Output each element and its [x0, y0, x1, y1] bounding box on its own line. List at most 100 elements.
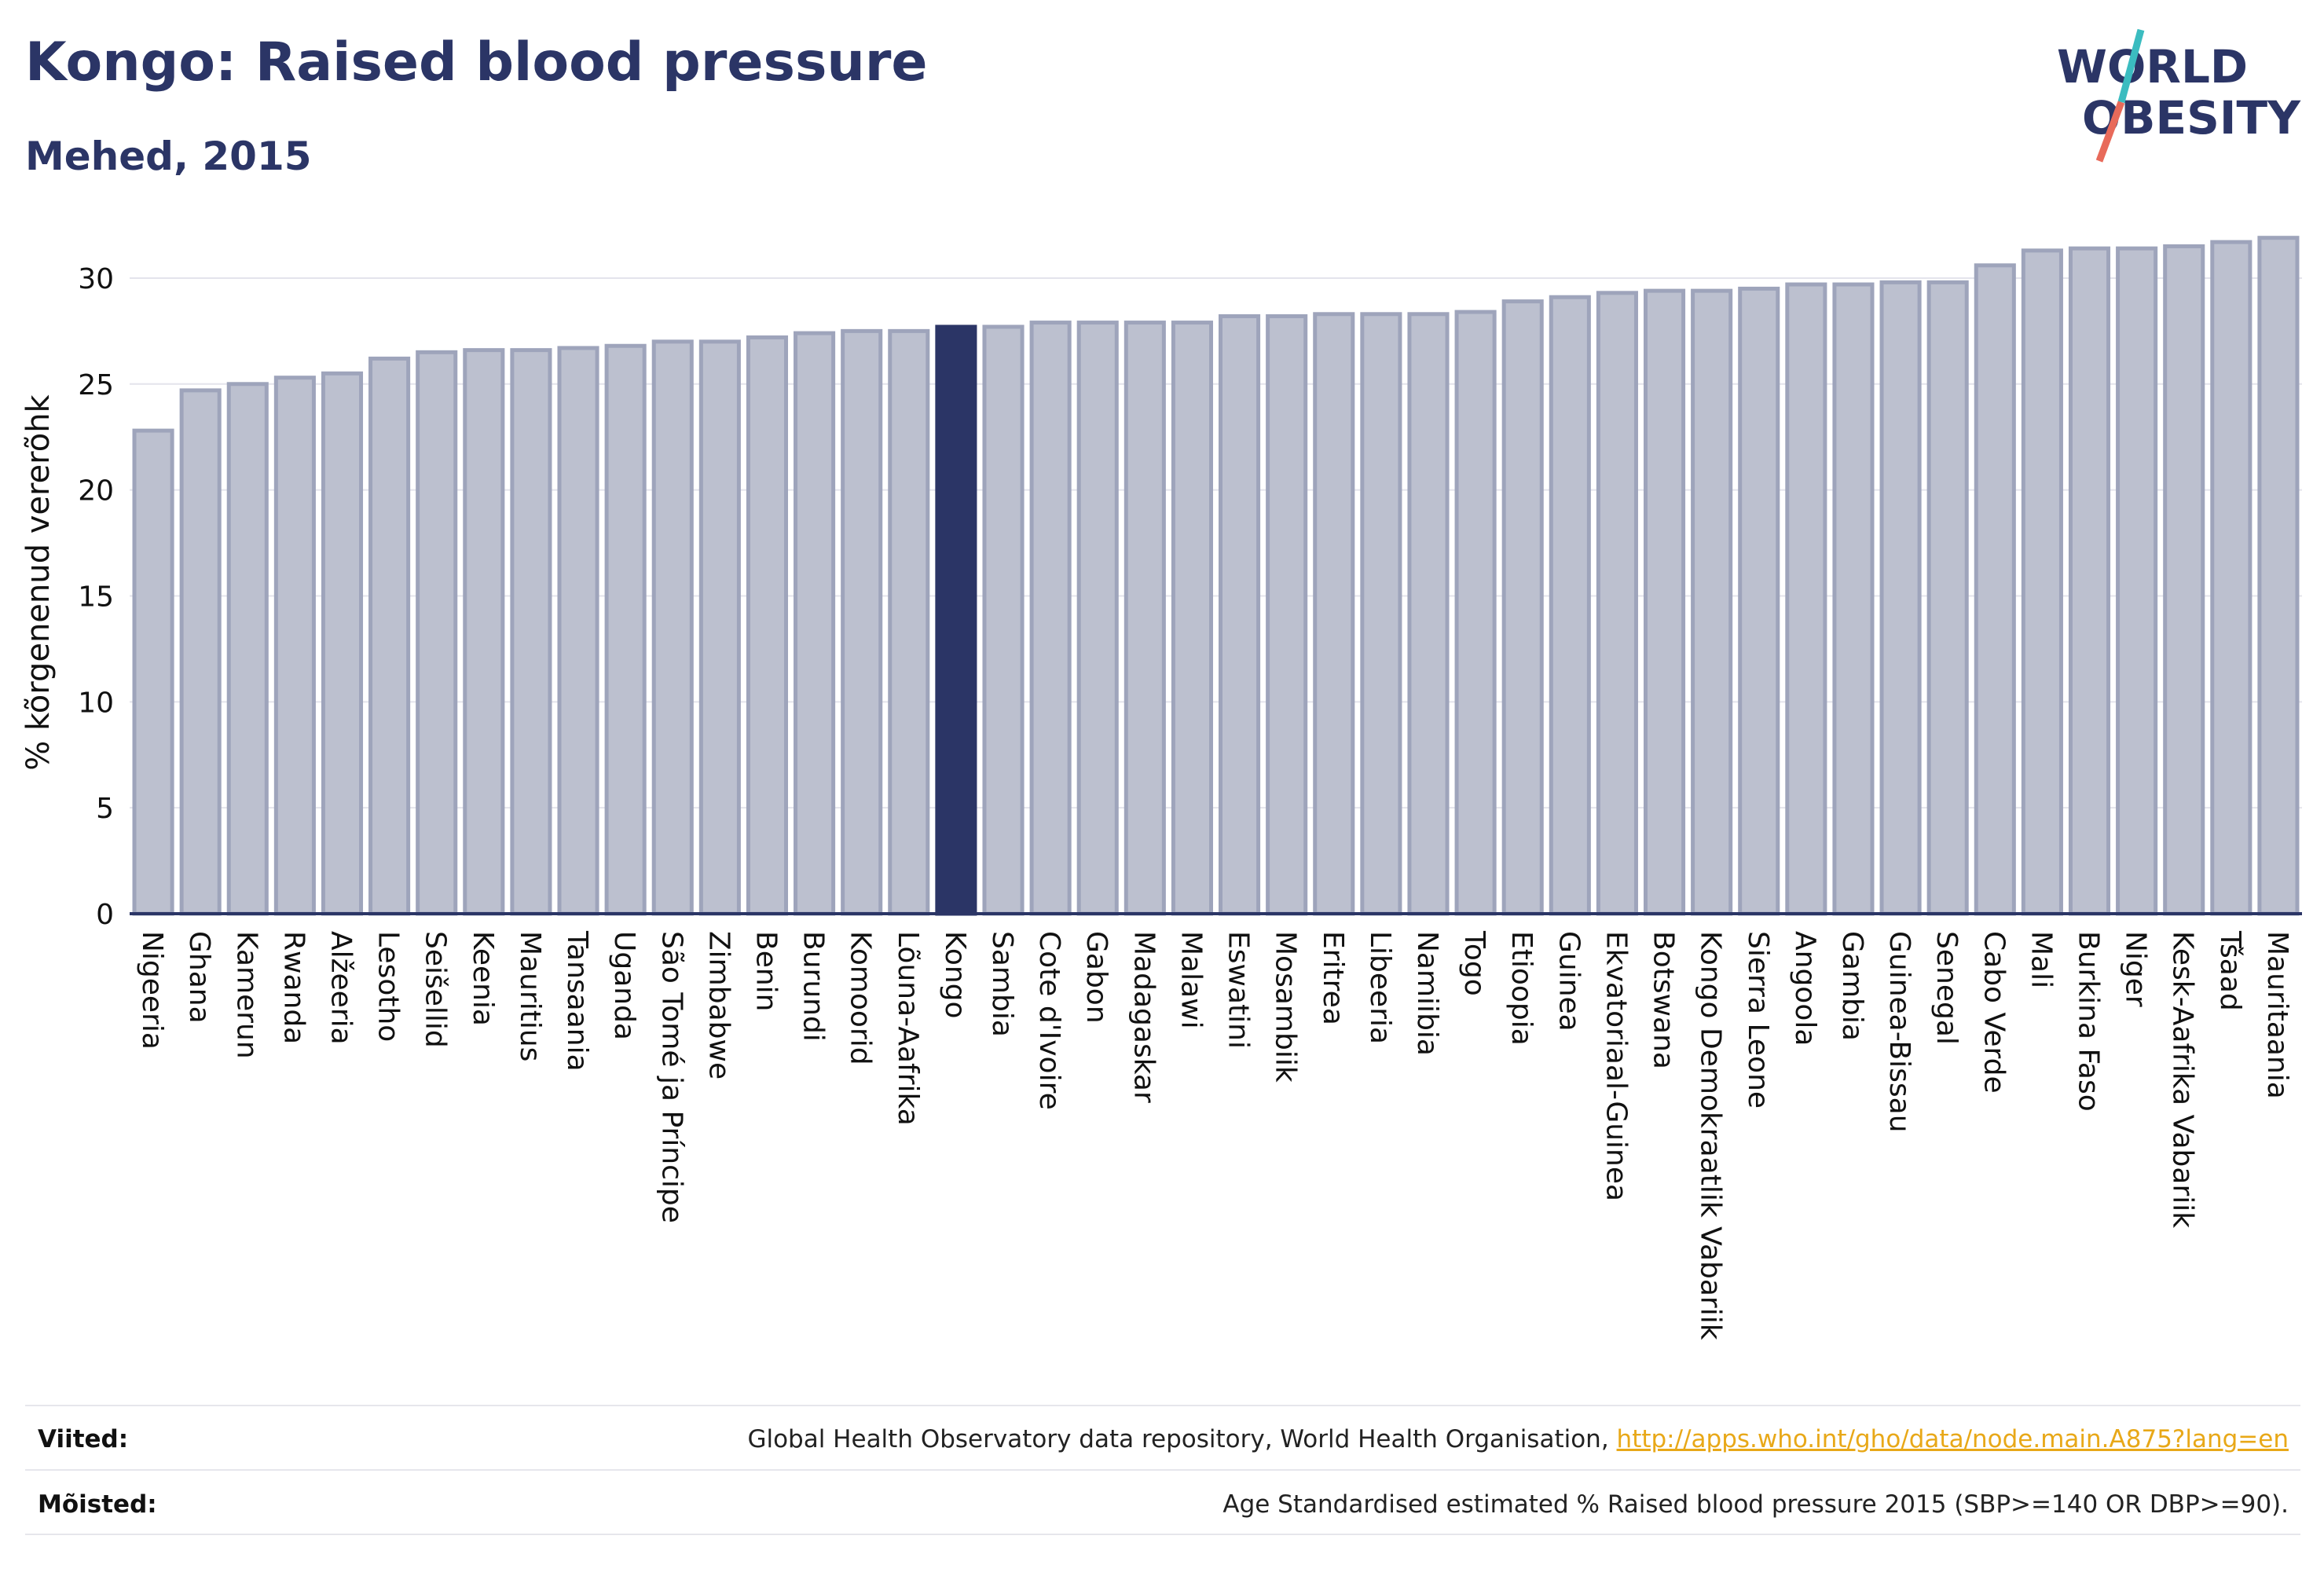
x-tick-label: Togo — [1458, 930, 1490, 996]
x-tick-label: Mauritaania — [2261, 931, 2293, 1099]
world-obesity-logo: WORLD OBESITY — [2057, 28, 2301, 163]
bar — [888, 328, 930, 916]
x-tick-label: Komoorid — [845, 931, 877, 1065]
definitions-text: Age Standardised estimated % Raised bloo… — [1222, 1490, 2289, 1519]
y-tick-label: 10 — [78, 687, 114, 719]
bar — [1738, 286, 1780, 916]
logo-slash-bottom — [2095, 101, 2125, 163]
bar — [935, 324, 977, 916]
bar — [1596, 291, 1638, 916]
x-tick-label: Mauritius — [514, 931, 546, 1061]
x-tick-label: Benin — [750, 931, 782, 1011]
bar — [1313, 312, 1355, 916]
y-tick-label: 25 — [78, 369, 114, 401]
bar — [746, 335, 789, 916]
bar-chart: 0 5 10 15 20 25 30 % kõrgenenud vererõhk Nigeeri… — [20, 236, 2302, 1340]
bar — [1266, 313, 1308, 916]
bar — [2021, 248, 2063, 916]
bar — [2068, 246, 2111, 916]
x-tick-label: Niger — [2120, 931, 2152, 1007]
x-tick-label: Malawi — [1175, 931, 1207, 1029]
bar — [179, 388, 222, 916]
bar — [1076, 321, 1119, 916]
y-axis-title: % kõrgenenud vererõhk — [20, 394, 57, 770]
x-tick-label: Kongo — [939, 931, 971, 1019]
x-tick-label: Gambia — [1836, 931, 1868, 1041]
x-tick-label: Burundi — [797, 931, 830, 1042]
bar — [1926, 280, 1969, 916]
x-tick-label: Eritrea — [1317, 931, 1349, 1025]
bar — [1407, 312, 1450, 916]
bar — [1219, 313, 1261, 916]
bar — [982, 324, 1025, 916]
bar — [1691, 288, 1733, 916]
bar — [2163, 244, 2205, 916]
y-tick-label: 15 — [78, 581, 114, 613]
x-tick-label: Tšaad — [2214, 930, 2246, 1011]
footer-divider-middle — [25, 1469, 2300, 1471]
y-tick-label: 20 — [78, 475, 114, 508]
y-tick-label: 30 — [78, 263, 114, 295]
footer-divider-bottom — [25, 1534, 2300, 1535]
references-text: Global Health Observatory data repositor… — [747, 1425, 2289, 1453]
references-link[interactable]: http://apps.who.int/gho/data/node.main.A… — [1616, 1425, 2289, 1453]
bar — [226, 382, 269, 916]
bar — [1832, 282, 1875, 916]
bar — [368, 356, 411, 916]
x-tick-label: Nigeeria — [136, 931, 168, 1050]
y-tick-label: 0 — [96, 899, 114, 931]
x-tick-label: Tansaania — [561, 930, 593, 1072]
bar — [1029, 321, 1072, 916]
x-tick-label: Angoola — [1789, 931, 1821, 1046]
bar — [1360, 312, 1402, 916]
logo-line1: WORLD — [2057, 40, 2248, 93]
x-tick-label: Mosambiik — [1270, 931, 1302, 1083]
bar — [557, 346, 599, 916]
x-tick-label: Senegal — [1930, 931, 1963, 1045]
x-tick-label: Lesotho — [372, 931, 405, 1042]
bar — [463, 348, 505, 916]
x-tick-label: Libeeria — [1364, 931, 1396, 1044]
x-tick-label: Etioopia — [1505, 931, 1538, 1046]
x-tick-label: Madagaskar — [1127, 931, 1160, 1103]
bar — [321, 371, 364, 916]
bar — [1785, 282, 1827, 916]
x-tick-label: Kamerun — [230, 931, 262, 1059]
bar — [1879, 280, 1922, 916]
x-tick-label: São Tomé ja Príncipe — [655, 931, 687, 1223]
x-tick-label: Namiibia — [1411, 931, 1443, 1056]
x-tick-label: Burkina Faso — [2073, 931, 2105, 1112]
x-tick-label: Botswana — [1648, 931, 1680, 1069]
bar — [273, 376, 316, 916]
bar — [1643, 288, 1686, 916]
x-tick-label: Cabo Verde — [1978, 931, 2010, 1094]
bar — [698, 339, 741, 916]
bar — [2210, 240, 2253, 916]
x-tick-label: Keenia — [467, 931, 499, 1026]
bar — [1171, 321, 1213, 916]
bar — [510, 348, 552, 916]
x-tick-label: Eswatini — [1222, 931, 1255, 1049]
x-tick-label: Kesk-Aafrika Vabariik — [2167, 931, 2199, 1228]
x-tick-label: Sambia — [986, 931, 1018, 1037]
x-tick-label: Rwanda — [277, 931, 310, 1044]
x-tick-label: Mali — [2025, 931, 2057, 988]
x-tick-label: Kongo Demokraatlik Vabariik — [1695, 931, 1727, 1340]
bar — [1454, 310, 1497, 916]
logo-slash-top — [2117, 28, 2145, 104]
references-source: Global Health Observatory data repositor… — [747, 1425, 1609, 1453]
y-tick-label: 5 — [96, 793, 114, 825]
references-label: Viited: — [38, 1425, 129, 1453]
bar — [132, 428, 174, 916]
bar — [651, 339, 694, 916]
x-tick-label: Lõuna-Aafrika — [892, 931, 924, 1126]
x-tick-label: Uganda — [608, 931, 640, 1040]
x-tick-label: Ghana — [183, 931, 215, 1024]
bar — [1549, 295, 1591, 916]
bar — [416, 350, 458, 916]
definitions-label: Mõisted: — [38, 1490, 157, 1519]
x-tick-label: Guinea-Bissau — [1883, 931, 1915, 1133]
bar — [794, 331, 836, 916]
bar — [2116, 246, 2158, 916]
chart-title: Kongo: Raised blood pressure — [25, 31, 928, 93]
